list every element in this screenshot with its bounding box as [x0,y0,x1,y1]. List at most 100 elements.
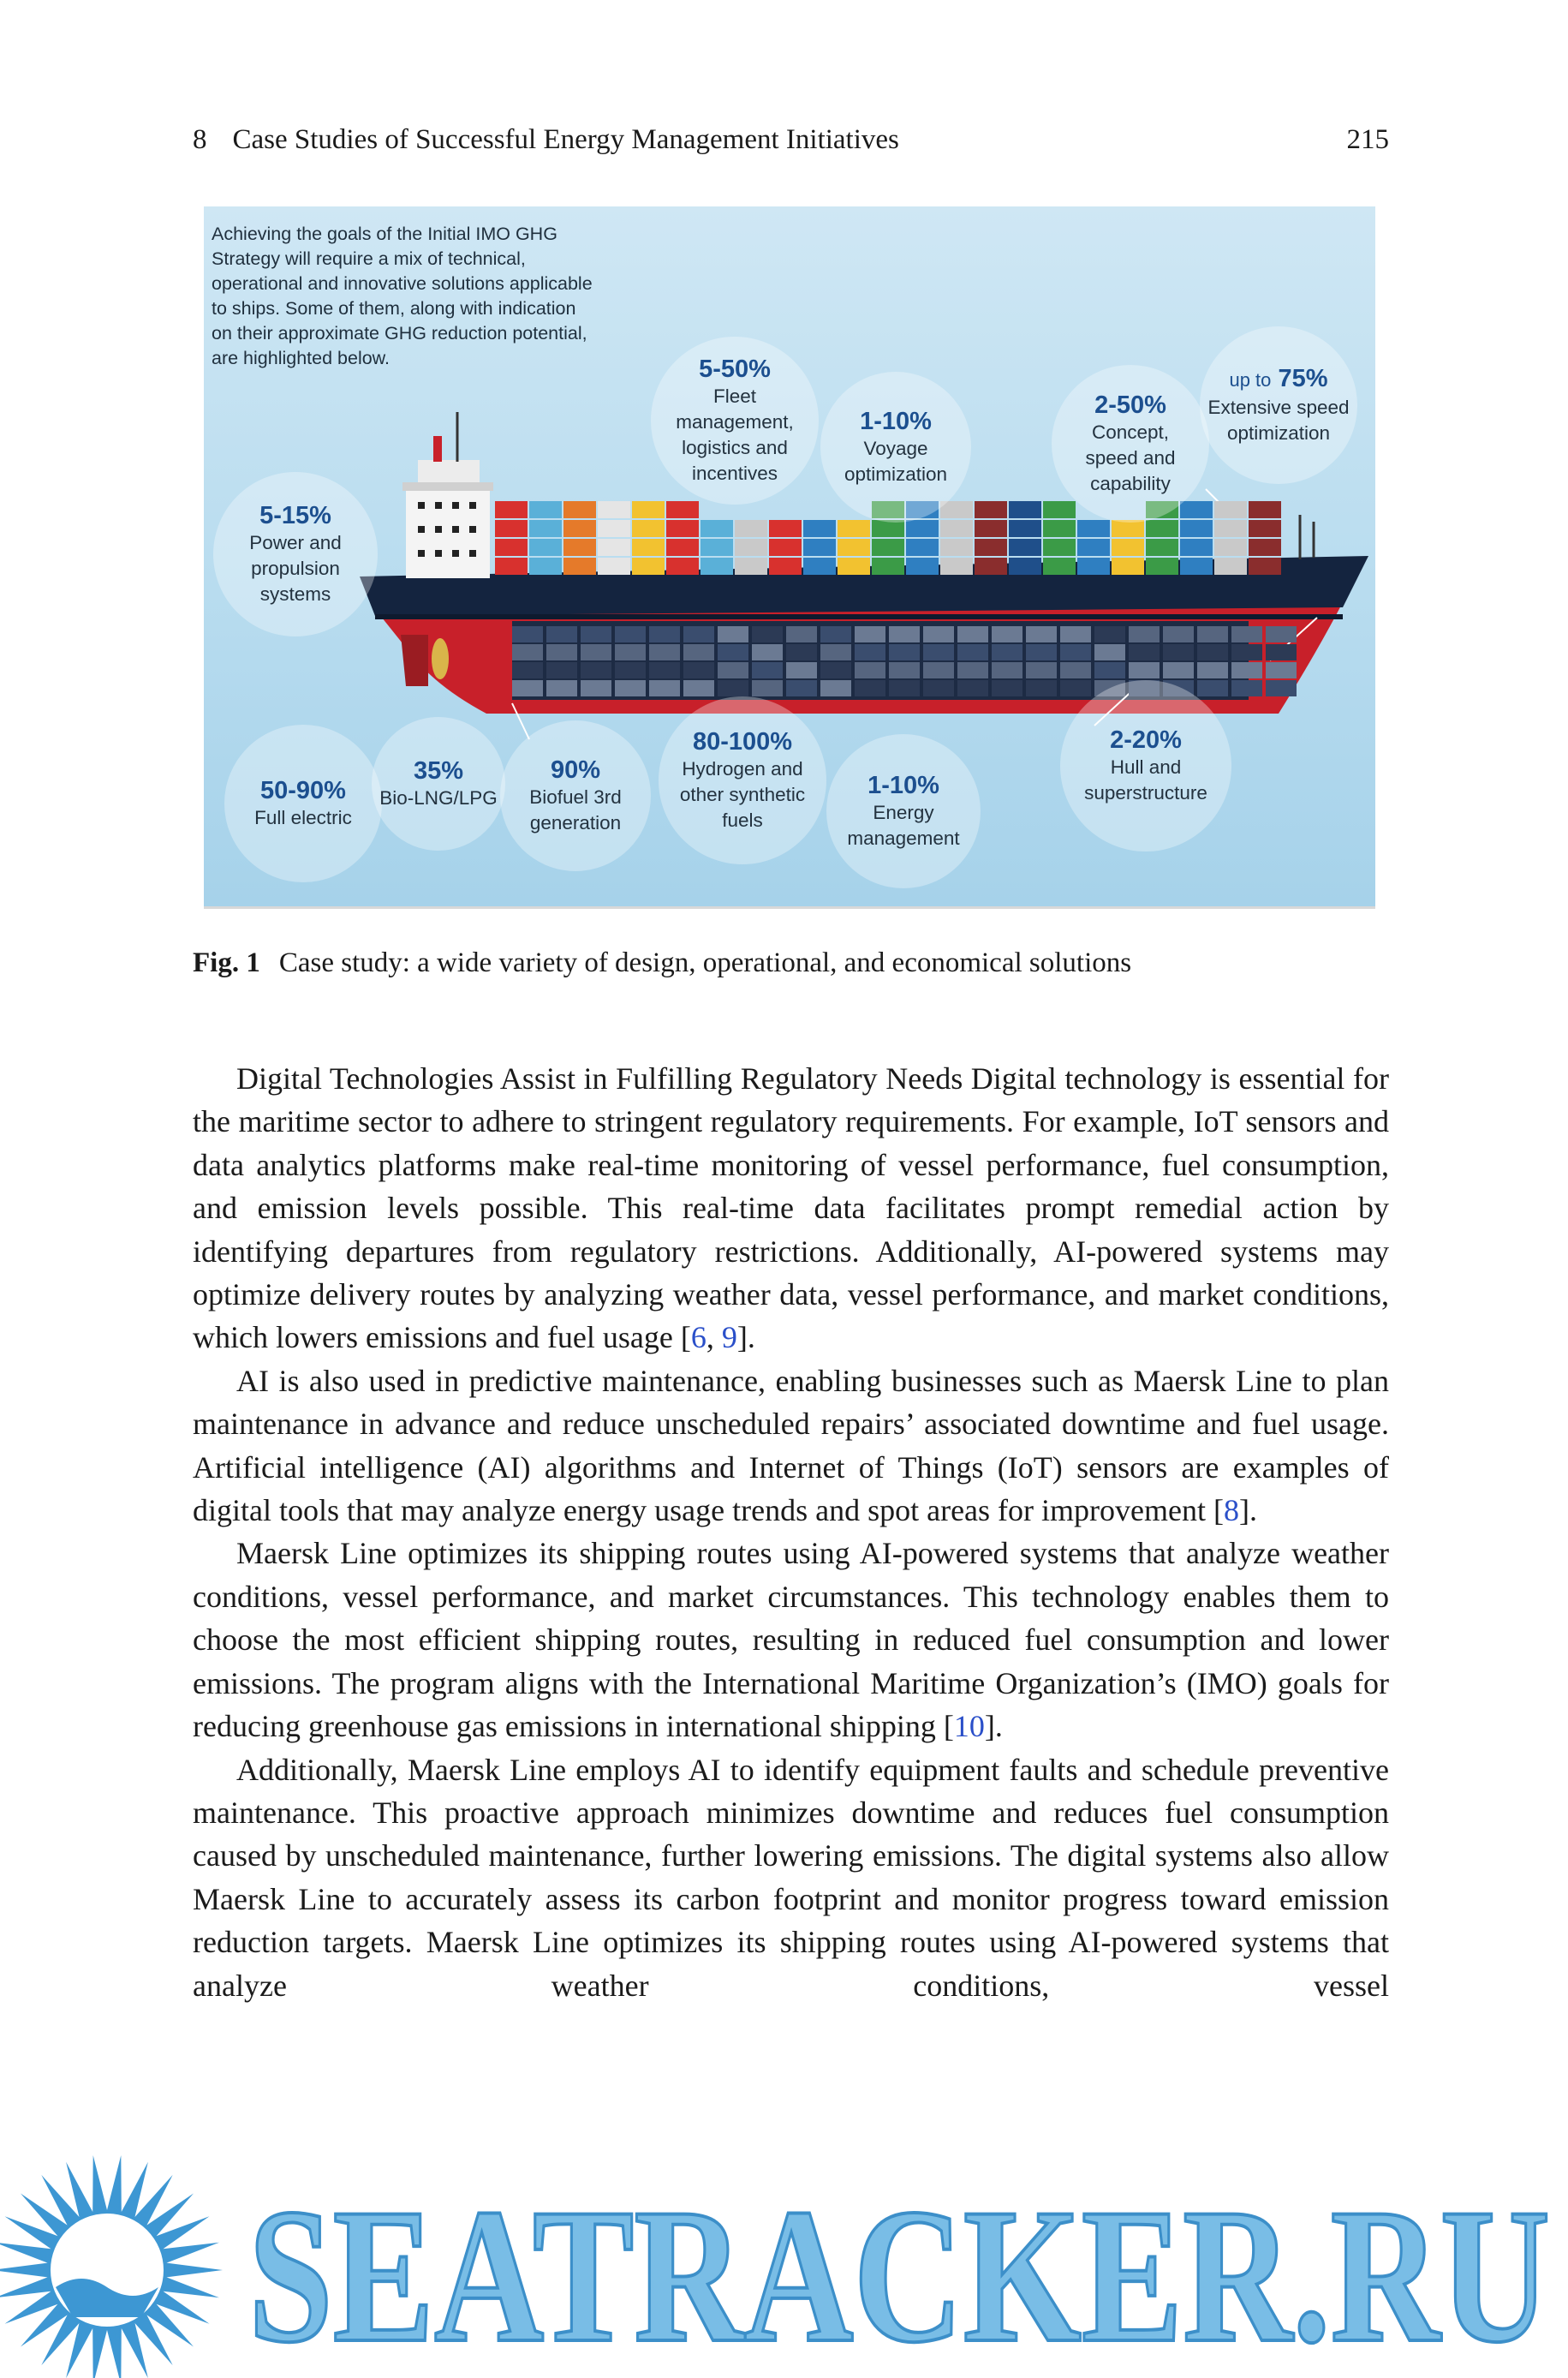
container [632,520,665,537]
container [701,558,733,575]
citation-link[interactable]: 6 [690,1320,706,1355]
hold-container [546,662,577,678]
hold-container [820,680,851,696]
value: 2-20% [1110,726,1182,754]
container [1146,558,1178,575]
value: 90% [550,756,601,784]
window [469,526,476,533]
reduction-value: 35% [414,756,463,786]
running-header: 8 Case Studies of Successful Energy Manag… [193,124,899,156]
hold-container [889,644,920,660]
container [1009,501,1041,518]
hold-container [718,662,748,678]
container [838,558,870,575]
hold-container [992,680,1022,696]
solution-bubble: 2-20% Hull and superstructure [1060,680,1231,851]
container [1043,501,1076,518]
hold-container [957,662,988,678]
container [701,520,733,537]
hold-container [889,662,920,678]
container [906,558,939,575]
window [435,550,442,557]
container [1214,520,1247,537]
solution-text: Fleet management, logistics and incentiv… [676,385,794,484]
hold-container [820,644,851,660]
window [435,526,442,533]
paragraph: Additionally, Maersk Line employs AI to … [193,1748,1389,2007]
hold-container [1231,644,1262,660]
solution-text: Voyage optimization [844,438,948,485]
hold-container [546,626,577,642]
container [1077,539,1110,556]
reduction-value: 50-90% [260,776,346,805]
value: 75% [1278,365,1328,392]
container [769,520,802,537]
hold-container [752,662,783,678]
hold-container [1163,626,1194,642]
container [735,520,767,537]
window [418,550,425,557]
citation-link[interactable]: 9 [721,1320,737,1355]
citation-link[interactable]: 10 [953,1709,985,1744]
container [1112,539,1144,556]
chapter-number: 8 [193,124,207,155]
solution-text: Full electric [254,807,352,828]
caption-label: Fig. 1 [193,947,260,978]
hold-container [581,626,611,642]
hold-container [718,644,748,660]
container [1214,558,1247,575]
hold-container [752,680,783,696]
container [838,539,870,556]
solution-text: Hydrogen and other synthetic fuels [679,758,806,831]
hold-container [615,644,646,660]
hold-container [1163,680,1194,696]
hold-container [581,680,611,696]
hold-container [1094,644,1125,660]
container [1214,501,1247,518]
container [529,520,562,537]
reduction-value: 1-10% [860,407,932,436]
hold-container [786,662,817,678]
reduction-value: 5-15% [259,501,331,530]
container [666,501,699,518]
hold-container [1060,626,1091,642]
container [975,501,1007,518]
paragraph: AI is also used in predictive maintenanc… [193,1359,1389,1533]
reduction-value: 5-50% [699,355,771,384]
hold-container [512,644,543,660]
hold-container [683,662,714,678]
container [1043,520,1076,537]
window [452,550,459,557]
container [632,539,665,556]
paragraph-text: ]. [984,1709,1003,1744]
value: 5-15% [259,502,331,529]
hold-container [889,626,920,642]
container [563,558,596,575]
paragraph-text: , [706,1320,722,1355]
hold-container [1026,644,1057,660]
hold-container [1266,680,1297,696]
window [452,526,459,533]
container [632,501,665,518]
hold-container [581,662,611,678]
solution-bubble: 2-50% Concept, speed and capability [1052,365,1209,523]
container [529,539,562,556]
hold-container [718,626,748,642]
container [1112,520,1144,537]
citation-link[interactable]: 8 [1223,1493,1239,1528]
container [872,539,904,556]
container [1077,520,1110,537]
solution-text: Hull and superstructure [1084,756,1207,804]
hold-container [1094,662,1125,678]
figure: Achieving the goals of the Initial IMO G… [204,206,1375,909]
hold-container [786,626,817,642]
hold-container [923,644,954,660]
paragraph-text: ]. [1238,1493,1257,1528]
hold-container [957,644,988,660]
container [563,539,596,556]
hold-container [512,662,543,678]
hold-container [683,626,714,642]
reduction-value: 1-10% [867,771,939,800]
container [940,501,973,518]
hold-container [923,680,954,696]
